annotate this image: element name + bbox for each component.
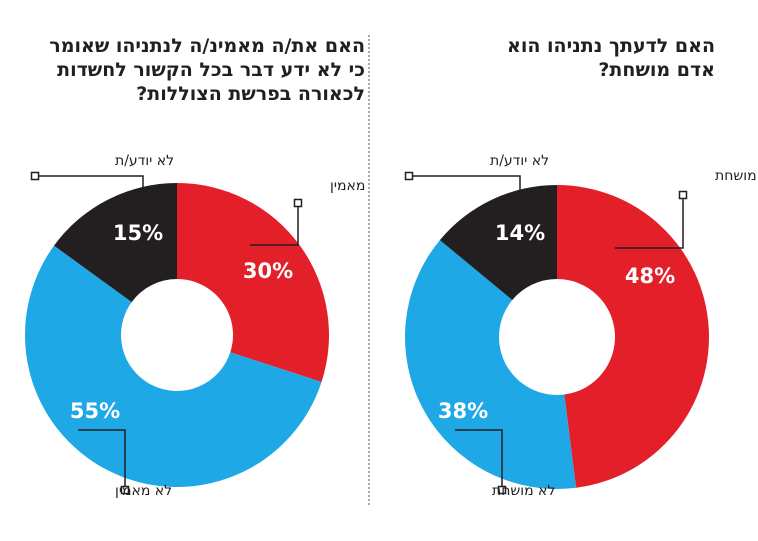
category-label-0-2: לא יודע/ת <box>115 153 174 169</box>
category-label-1-0: מושחת <box>715 168 757 184</box>
slice-0-0 <box>177 183 329 382</box>
callout-marker-1-2 <box>404 171 414 181</box>
slice-1-0 <box>557 185 710 488</box>
data-label-1-2: 14% <box>495 221 545 245</box>
callout-line-0-2 <box>35 175 144 196</box>
callout-line-1-2 <box>409 175 521 212</box>
callout-marker-0-0 <box>293 198 303 208</box>
right-chart-title: האם לדעתך נתניהו הוא אדם מושחת? <box>506 35 715 81</box>
category-label-1-1: לא מושחת <box>492 483 555 499</box>
category-label-0-0: מאמין <box>330 178 365 194</box>
category-label-0-1: לא מאמין <box>115 483 172 499</box>
callout-line-0-1 <box>78 429 126 490</box>
data-label-0-0: 30% <box>243 259 293 283</box>
slice-0-2 <box>54 183 177 303</box>
callout-line-0-0 <box>250 205 299 246</box>
divider <box>368 35 370 505</box>
slice-0-1 <box>24 245 322 488</box>
slice-1-1 <box>405 240 577 489</box>
data-label-1-1: 38% <box>438 399 488 423</box>
callout-line-1-1 <box>455 429 503 490</box>
category-label-1-2: לא יודע/ת <box>490 153 549 169</box>
callout-marker-1-0 <box>678 190 688 200</box>
data-label-0-1: 55% <box>70 399 120 423</box>
data-label-1-0: 48% <box>625 264 675 288</box>
callout-marker-1-1 <box>497 485 507 495</box>
slice-1-2 <box>439 185 557 301</box>
callout-marker-0-2 <box>30 171 40 181</box>
left-chart-title: האם את/ה מאמינ/ה לנתניהו שאומר כי לא ידע… <box>49 35 365 105</box>
callout-marker-0-1 <box>120 485 130 495</box>
callout-line-1-0 <box>615 197 684 249</box>
data-label-0-2: 15% <box>113 221 163 245</box>
